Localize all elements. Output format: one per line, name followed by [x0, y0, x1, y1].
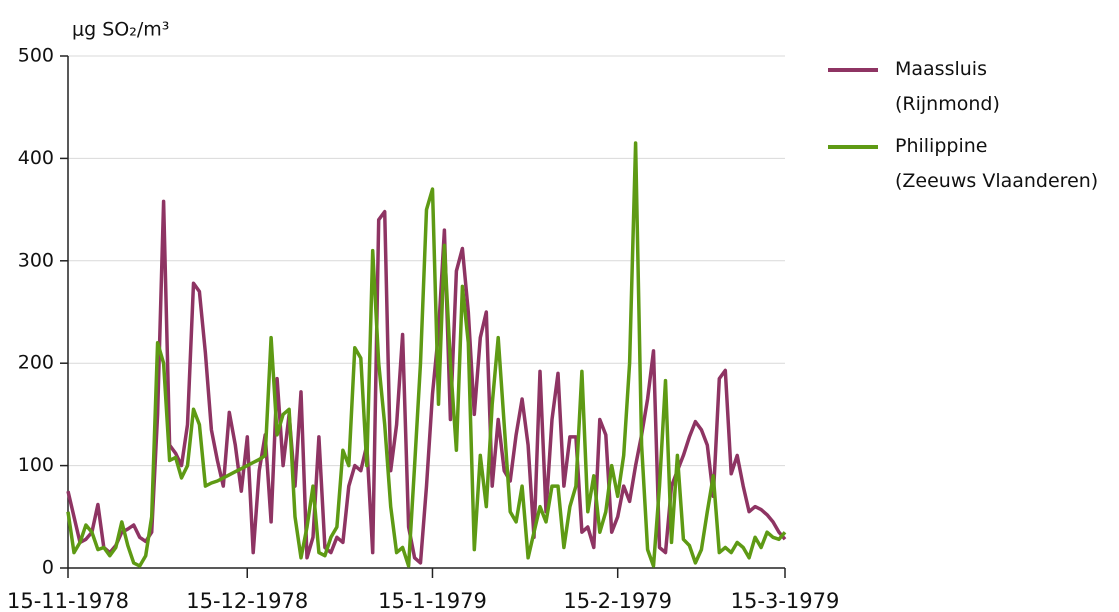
y-tick-label: 300: [18, 249, 54, 271]
legend-label: Philippine (Zeeuws Vlaanderen): [895, 135, 1099, 192]
y-tick-label: 500: [18, 45, 54, 67]
x-tick-label: 15-3-1979: [731, 589, 840, 612]
x-tick-label: 15-12-1978: [186, 589, 308, 612]
series-line: [66, 199, 787, 565]
legend-label: Maassluis (Rijnmond): [895, 58, 1000, 115]
y-axis-label: μg SO₂/m³: [72, 19, 169, 41]
series-line: [66, 141, 787, 568]
y-tick-label: 200: [18, 352, 54, 374]
x-tick-label: 15-2-1979: [563, 589, 672, 612]
x-tick-label: 15-11-1978: [7, 589, 129, 612]
y-tick-label: 0: [42, 557, 54, 579]
x-tick-label: 15-1-1979: [378, 589, 487, 612]
y-tick-label: 400: [18, 147, 54, 169]
y-tick-label: 100: [18, 454, 54, 476]
